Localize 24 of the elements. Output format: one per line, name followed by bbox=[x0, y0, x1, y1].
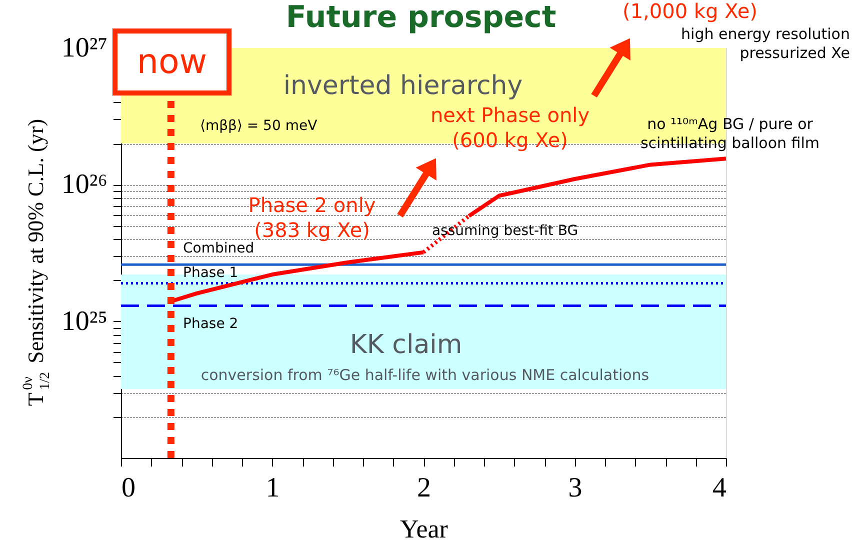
y-tick-label: 10²⁵ bbox=[61, 306, 108, 337]
y-tick-label: 10²⁷ bbox=[61, 32, 108, 64]
y-tick-label: 10²⁶ bbox=[61, 169, 108, 200]
annotation: ⟨mββ⟩ = 50 meV bbox=[200, 118, 318, 134]
text: (1,000 kg Xe) bbox=[622, 0, 758, 23]
ref-line-label: Phase 1 bbox=[183, 265, 238, 282]
x-tick-label: 1 bbox=[266, 472, 280, 504]
x-tick-label: 2 bbox=[417, 472, 431, 504]
annotation: conversion from ⁷⁶Ge half-life with various NME calculations bbox=[200, 366, 650, 384]
band-label: KK claim bbox=[350, 330, 462, 360]
chart-title: Future prospect bbox=[286, 0, 556, 35]
y-axis-title: T0ν1/2 Sensitivity at 90% C.L. (yr) bbox=[21, 118, 53, 406]
x-tick-label: 3 bbox=[568, 472, 582, 504]
x-tick-label: 4 bbox=[712, 472, 726, 504]
annotation: next Phase only (600 kg Xe) bbox=[430, 103, 590, 152]
ref-line-label: now bbox=[136, 42, 208, 82]
annotation: no ¹¹⁰ᵐAg BG / pure or scintillating balloon film bbox=[640, 115, 820, 152]
x-axis-title: Year bbox=[400, 514, 448, 540]
band-label: inverted hierarchy bbox=[283, 71, 523, 101]
x-tick-label: 0 bbox=[122, 472, 136, 504]
annotation: Phase 2 only (383 kg Xe) bbox=[248, 193, 376, 242]
ref-line-label: Combined bbox=[183, 240, 254, 257]
ref-line-label: Phase 2 bbox=[183, 316, 238, 332]
annotation: high energy resolution pressurized Xe bbox=[681, 25, 850, 62]
